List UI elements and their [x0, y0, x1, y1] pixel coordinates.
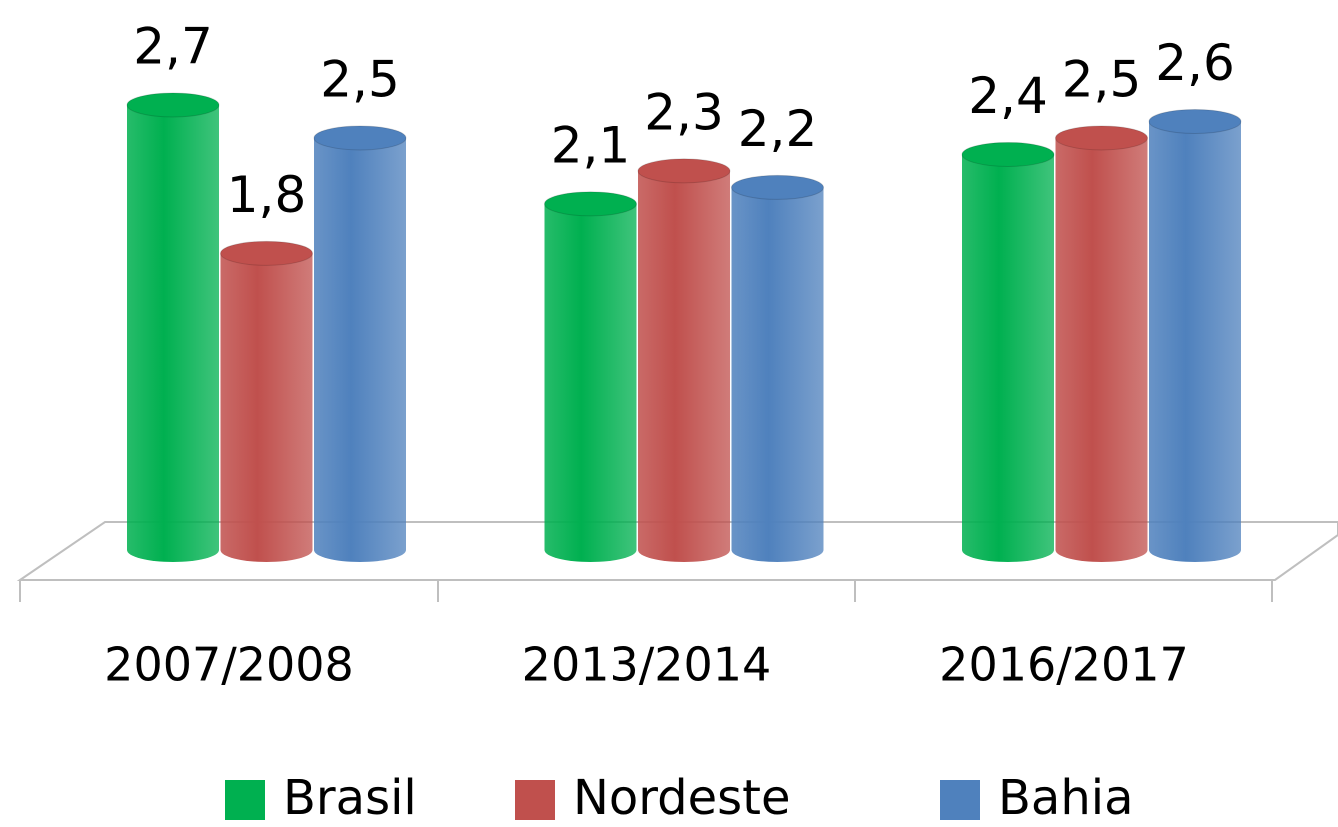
value-label: 2,2	[738, 100, 818, 158]
bar	[637, 158, 731, 563]
value-label: 2,4	[968, 67, 1048, 125]
bar	[1055, 125, 1148, 563]
legend-swatch	[940, 780, 980, 820]
value-label: 2,1	[551, 116, 631, 174]
legend-label: Bahia	[998, 770, 1134, 826]
x-tick-label: 2016/2017	[939, 638, 1189, 692]
x-tick-label: 2007/2008	[104, 638, 354, 692]
bar	[731, 174, 824, 562]
legend-swatch	[515, 780, 555, 820]
value-label: 1,8	[227, 166, 307, 224]
legend-label: Nordeste	[573, 770, 791, 826]
bar	[544, 191, 637, 562]
legend-label: Brasil	[283, 770, 417, 826]
bar	[1148, 108, 1242, 563]
bar	[313, 125, 407, 563]
value-label: 2,3	[644, 83, 724, 141]
bar	[961, 141, 1055, 562]
value-label: 2,6	[1155, 34, 1235, 92]
bar	[220, 240, 313, 563]
value-label: 2,5	[1062, 50, 1142, 108]
legend-swatch	[225, 780, 265, 820]
value-label: 2,7	[133, 18, 213, 76]
value-label: 2,5	[320, 50, 400, 108]
bar	[126, 92, 220, 562]
x-tick-label: 2013/2014	[522, 638, 772, 692]
